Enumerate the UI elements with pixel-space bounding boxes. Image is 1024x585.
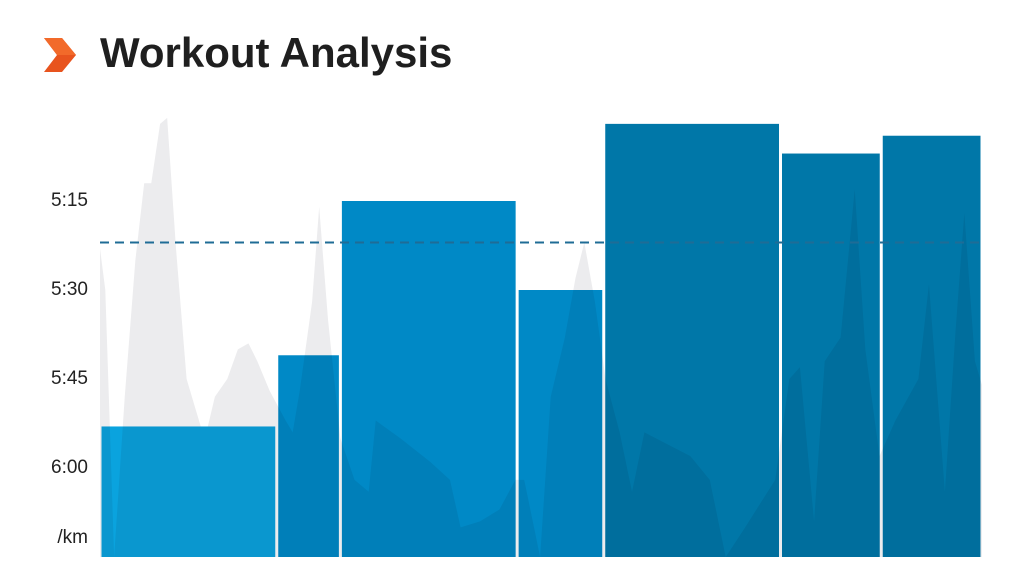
logo-chevron-highlight [44, 38, 76, 55]
chart-title: Workout Analysis [100, 29, 452, 76]
y-tick-label: 5:45 [51, 368, 88, 389]
split-bar [782, 153, 880, 558]
split-bar [101, 426, 276, 557]
y-tick-label: 5:15 [51, 190, 88, 211]
split-bar [882, 135, 981, 557]
y-tick-label: 5:30 [51, 279, 88, 300]
split-bar [278, 355, 339, 557]
y-axis-label: /km [57, 527, 88, 548]
split-bar [341, 201, 516, 557]
split-bar [518, 290, 603, 557]
split-bar [605, 123, 780, 557]
y-tick-label: 6:00 [51, 457, 88, 478]
